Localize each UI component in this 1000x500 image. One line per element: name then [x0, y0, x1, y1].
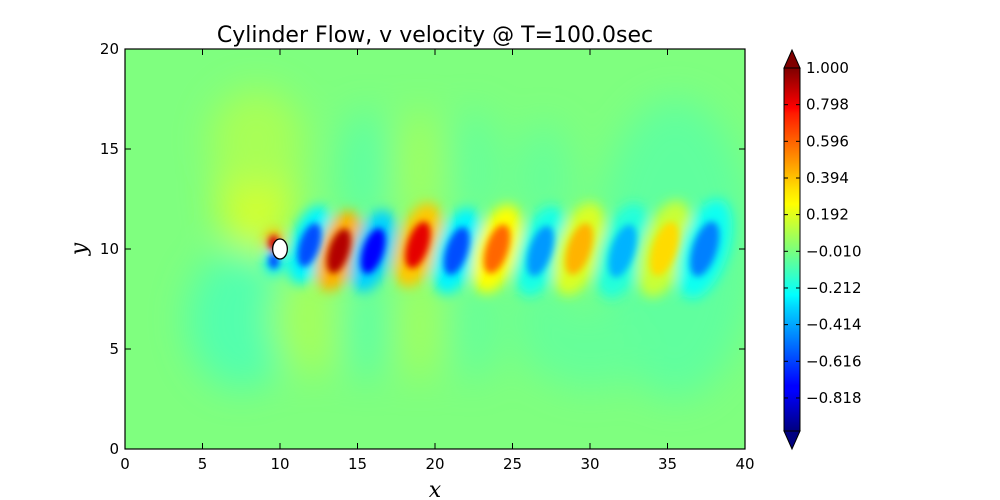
- velocity-field: [125, 49, 745, 449]
- colorbar-tick-label: −0.414: [806, 316, 862, 334]
- vortex-core: [443, 227, 470, 275]
- x-tick-label: 40: [735, 455, 754, 473]
- x-axis: 0 5 10 15 20 25 30 35 40: [120, 49, 755, 473]
- vortex-core: [360, 228, 386, 274]
- ambient-lobe: [535, 309, 645, 389]
- colorbar-tick-label: −0.818: [806, 389, 862, 407]
- x-tick-label: 35: [658, 455, 677, 473]
- vortex-core: [565, 223, 593, 275]
- x-tick-label: 30: [580, 455, 599, 473]
- colorbar-frame: [783, 67, 801, 432]
- colorbar: 1.000 0.798 0.596 0.394 0.192 −0.010 −0.212 −0.…: [783, 48, 862, 451]
- x-tick-label: 25: [503, 455, 522, 473]
- y-tick-label: 15: [100, 140, 119, 158]
- y-tick-label: 5: [109, 340, 119, 358]
- vortex-core: [326, 228, 351, 274]
- x-tick-label: 20: [425, 455, 444, 473]
- y-tick-label: 20: [100, 40, 119, 58]
- cylinder-obstacle: [271, 238, 289, 260]
- vortex-core: [405, 221, 431, 269]
- y-tick-label: 10: [100, 240, 119, 258]
- y-tick-label: 0: [109, 440, 119, 458]
- colorbar-ticks: 1.000 0.798 0.596 0.394 0.192 −0.010 −0.212 −0.…: [784, 59, 862, 407]
- colorbar-tick-label: 0.798: [806, 96, 849, 114]
- y-axis-label: y: [67, 242, 92, 256]
- colorbar-tick-label: 0.596: [806, 132, 849, 150]
- colorbar-tick-label: 1.000: [806, 59, 849, 77]
- ambient-lobe: [210, 89, 304, 189]
- vortex-core: [483, 224, 511, 274]
- y-axis: 0 5 10 15 20: [100, 40, 745, 458]
- vortex-core: [690, 221, 720, 277]
- ambient-lobe: [515, 123, 572, 235]
- x-tick-label: 0: [120, 455, 130, 473]
- colorbar-gradient: [784, 68, 800, 431]
- colorbar-min-extend: [783, 430, 801, 451]
- ambient-lobe: [340, 269, 391, 381]
- colorbar-max-extend: [783, 48, 801, 69]
- colorbar-tick-label: −0.010: [806, 242, 862, 260]
- colorbar-tick-label: 0.394: [806, 169, 849, 187]
- vortex-core: [650, 222, 679, 276]
- vortex-layer: [268, 221, 720, 278]
- chart-title: Cylinder Flow, v velocity @ T=100.0sec: [217, 23, 653, 48]
- vortex-core: [526, 225, 554, 277]
- ambient-lobe: [340, 109, 391, 229]
- ambient-lobe: [393, 109, 446, 229]
- vortex-core: [297, 223, 322, 267]
- x-tick-label: 5: [198, 455, 208, 473]
- ambient-lobe: [393, 269, 446, 381]
- x-axis-label: x: [429, 478, 442, 500]
- colorbar-tick-label: 0.192: [806, 206, 849, 224]
- vortex-core: [608, 224, 637, 278]
- ambient-lobe: [187, 249, 296, 389]
- ambient-lobe: [447, 269, 501, 381]
- colorbar-tick-label: −0.212: [806, 279, 862, 297]
- ambient-lobe: [447, 109, 501, 229]
- colorbar-tick-label: −0.616: [806, 352, 862, 370]
- x-tick-label: 15: [348, 455, 367, 473]
- x-tick-label: 10: [270, 455, 289, 473]
